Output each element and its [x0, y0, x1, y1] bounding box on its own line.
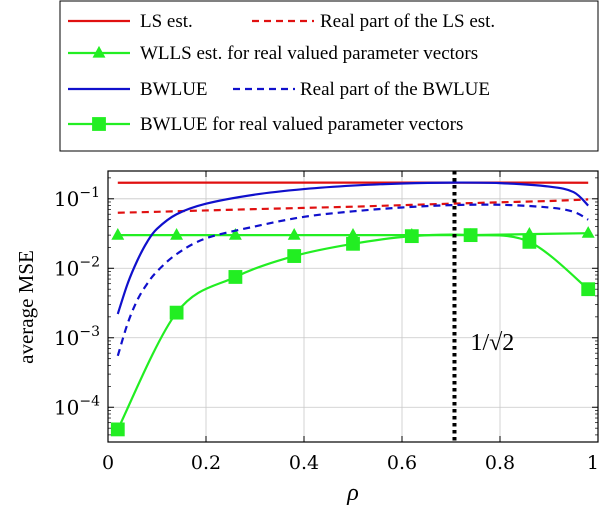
triangle-marker: [92, 45, 106, 58]
y-axis-ticks: 10−1 10−2 10−3 10−4: [54, 177, 598, 436]
x-tick-label: 0.4: [289, 452, 319, 474]
legend-entry: BWLUE for real valued parameter vectors: [68, 114, 463, 135]
triangle-marker: [287, 228, 301, 240]
series-real-part-of-the-bwlue: [116, 203, 589, 357]
legend-label: WLLS est. for real valued parameter vect…: [140, 43, 478, 64]
triangle-marker: [170, 228, 184, 240]
square-marker: [92, 117, 106, 131]
series-bwlue: [116, 181, 589, 315]
square-marker: [463, 228, 478, 243]
y-tick-label: 10−4: [54, 393, 100, 419]
square-marker: [404, 229, 419, 244]
vline-layer: 1/√2: [452, 171, 514, 442]
legend-entry: Real part of the BWLUE: [233, 79, 490, 100]
y-tick-label: 10−3: [54, 324, 100, 350]
square-marker: [581, 282, 596, 297]
series-line: [116, 233, 589, 430]
square-marker: [228, 270, 243, 284]
series-bwlue-for-real-valued-parameter-vectors: [110, 228, 596, 437]
series-layer: [110, 181, 596, 437]
y-tick-label: 10−2: [54, 254, 100, 280]
triangle-marker: [228, 228, 242, 240]
x-tick-label: 0.6: [387, 452, 417, 474]
legend-entry: BWLUE: [68, 79, 208, 100]
series-line: [116, 203, 589, 357]
square-marker: [169, 305, 184, 320]
square-marker: [110, 422, 125, 437]
legend-label: BWLUE for real valued parameter vectors: [140, 114, 463, 135]
legend-label: LS est.: [140, 11, 193, 32]
x-axis-ticks: 0 0.2 0.4 0.6 0.8 1: [102, 171, 599, 474]
square-marker: [287, 249, 302, 263]
legend-label: Real part of the BWLUE: [300, 79, 490, 100]
legend: LS est. Real part of the LS est. WLLS est.…: [59, 0, 599, 152]
square-marker: [522, 234, 537, 249]
triangle-marker: [581, 226, 595, 238]
square-marker: [346, 236, 360, 251]
x-tick-label: 1: [587, 452, 599, 474]
series-line: [116, 181, 589, 315]
series-line: [117, 198, 589, 214]
y-axis-label: average MSE: [14, 250, 38, 364]
x-tick-label: 0.8: [485, 452, 515, 474]
legend-label: BWLUE: [140, 79, 208, 100]
legend-entry: WLLS est. for real valued parameter vect…: [68, 43, 478, 64]
series-real-part-of-the-ls-est-: [117, 198, 589, 214]
plot-frame: [107, 170, 599, 443]
triangle-marker: [111, 228, 125, 240]
legend-entry: Real part of the LS est.: [252, 11, 495, 32]
x-axis-label: ρ: [346, 480, 359, 506]
legend-entry: LS est.: [68, 11, 193, 32]
x-tick-label: 0.2: [191, 452, 221, 474]
x-tick-label: 0: [102, 452, 114, 474]
vline-label: 1/√2: [470, 330, 514, 356]
legend-label: Real part of the LS est.: [320, 11, 495, 32]
y-tick-label: 10−1: [54, 185, 100, 211]
legend-box: [59, 0, 599, 152]
